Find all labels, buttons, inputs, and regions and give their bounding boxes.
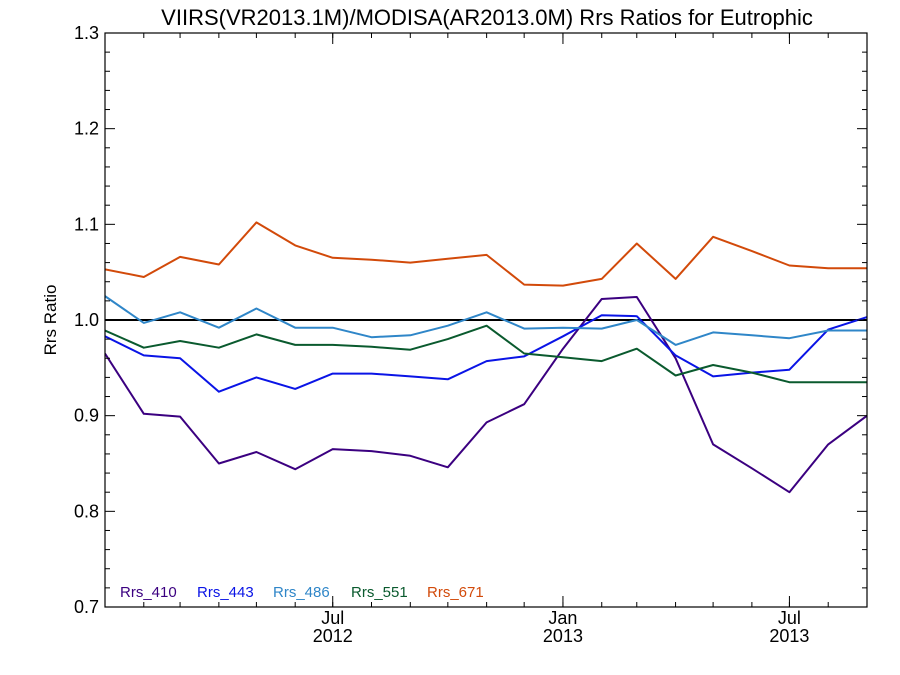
x-tick-label-month: Jul xyxy=(778,608,801,628)
x-tick-label-month: Jan xyxy=(548,608,577,628)
x-tick-label-month: Jul xyxy=(321,608,344,628)
series-line-rrs-486 xyxy=(105,295,867,346)
y-axis-label: Rrs Ratio xyxy=(41,285,60,356)
legend-entry-rrs-486: Rrs_486 xyxy=(273,584,330,601)
y-tick-label: 0.8 xyxy=(74,501,99,521)
y-tick-label: 1.3 xyxy=(74,23,99,43)
x-tick-label-year: 2013 xyxy=(769,626,809,646)
legend-entry-rrs-551: Rrs_551 xyxy=(351,584,408,601)
series-line-rrs-551 xyxy=(105,324,867,384)
series-line-rrs-671 xyxy=(105,221,867,287)
x-tick-label-year: 2012 xyxy=(313,626,353,646)
legend: Rrs_410 Rrs_443 Rrs_486 Rrs_551 Rrs_671 xyxy=(120,584,484,601)
legend-entry-rrs-671: Rrs_671 xyxy=(427,584,484,601)
series-line-rrs-443 xyxy=(105,314,867,393)
x-tick-label-year: 2013 xyxy=(543,626,583,646)
plot-frame xyxy=(104,32,868,608)
y-tick-label: 1.2 xyxy=(74,119,99,139)
y-tick-label: 0.9 xyxy=(74,406,99,426)
y-tick-label: 1.0 xyxy=(74,310,99,330)
series-line-rrs-410 xyxy=(105,296,867,494)
plot-area xyxy=(105,221,867,494)
y-tick-label: 1.1 xyxy=(74,214,99,234)
legend-entry-rrs-410: Rrs_410 xyxy=(120,584,177,601)
axis-ticks: 0.70.80.91.01.11.21.3Jul2012Jan2013Jul20… xyxy=(74,23,868,646)
legend-entry-rrs-443: Rrs_443 xyxy=(197,584,254,601)
chart-title: VIIRS(VR2013.1M)/MODISA(AR2013.0M) Rrs R… xyxy=(161,5,813,30)
y-tick-label: 0.7 xyxy=(74,597,99,617)
